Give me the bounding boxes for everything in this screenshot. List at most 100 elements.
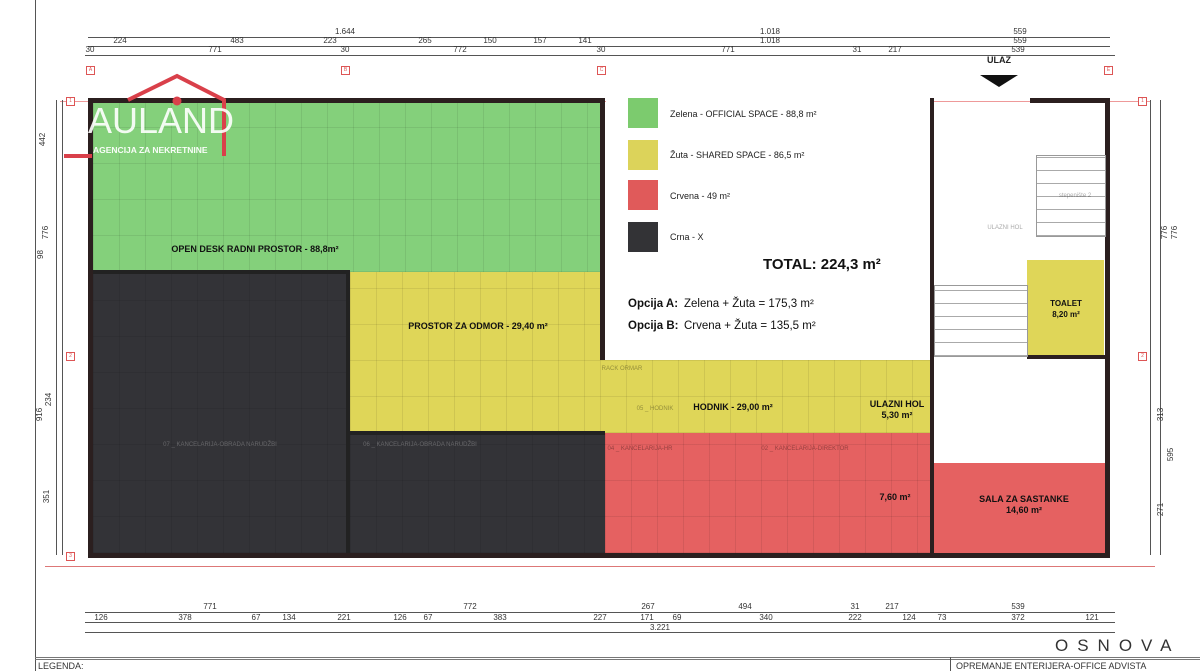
zone-yellow-toalet [1027,260,1104,355]
room-label-hodnik: HODNIK - 29,00 m² [693,402,773,412]
dimension-label: 772 [463,602,477,611]
dimension-label: 124 [902,613,916,622]
room-label-760: 7,60 m² [879,492,911,502]
dimension-label: 771 [203,602,217,611]
staircase [1036,155,1106,237]
option-name: Opcija A: [628,298,679,310]
dimension-label: 539 [1011,602,1025,611]
grid-marker: 2 [66,352,75,361]
room-label-faint: 05 _ HODNIK [636,406,674,412]
project-title: OPREMANJE ENTERIJERA-OFFICE ADVISTA [956,661,1147,671]
dimension-label: 30 [340,45,350,54]
interior-wall [930,98,934,558]
legend-label: Zelena - OFFICIAL SPACE - 88,8 m² [670,109,817,119]
dimension-label: 559 [1013,27,1027,36]
room-label-open-desk: OPEN DESK RADNI PROSTOR - 88,8m² [171,244,339,254]
dimension-label: 271 [1156,502,1166,517]
dimension-label: 378 [178,613,192,622]
room-name: ULAZNI HOL [869,399,925,409]
zone-black-offices [93,272,350,553]
entrance-arrow-icon [980,75,1018,87]
dimension-label: 383 [493,613,507,622]
legend-option-a: Opcija A: Zelena + Žuta = 175,3 m² [628,298,814,310]
exterior-wall [88,98,93,558]
dimension-label: 223 [323,36,337,45]
dimension-label: 227 [593,613,607,622]
room-label-faint: 06 _ KANCELARIJA-OBRADA NARUDŽBI [363,442,477,448]
dimension-label: 539 [1011,45,1025,54]
room-label-odmor: PROSTOR ZA ODMOR - 29,40 m² [408,321,548,331]
option-formula: Zelena + Žuta = 175,3 m² [684,298,814,310]
legend-total: TOTAL: 224,3 m² [763,256,881,273]
grid-marker: C [597,66,606,75]
dimension-label: 3.221 [649,623,671,632]
red-guide-line [45,566,1155,567]
legend-label: Crna - X [670,232,704,242]
room-name: SALA ZA SASTANKE [979,494,1069,504]
dimension-line [1150,100,1151,555]
interior-wall [600,98,605,360]
room-label-faint: 02 _ KANCELARIJA-DIREKTOR [761,446,849,452]
dimension-label: 126 [94,613,108,622]
room-name: TOALET [1050,299,1082,308]
grid-marker: E [1104,66,1113,75]
option-name: Opcija B: [628,320,679,332]
staircase [934,285,1028,357]
dimension-line [85,612,1115,613]
zone-green-open-desk [93,103,600,272]
room-label-faint: RACK ORMAR [601,366,643,372]
legend-swatch-green [628,98,658,128]
exterior-wall [1030,98,1110,103]
dimension-label: 98 [35,250,45,259]
legend-swatch-black [628,222,658,252]
dimension-label: 69 [672,613,682,622]
dimension-label: 595 [1166,447,1176,462]
zone-yellow-hodnik [600,360,930,433]
room-area: 8,20 m² [1052,310,1080,319]
grid-marker: 1 [66,97,75,106]
dimension-label: 267 [641,602,655,611]
entrance-label: ULAZ [987,55,1011,65]
legend-swatch-yellow [628,140,658,170]
room-label-faint: stepenište 2 [1058,193,1092,199]
dimension-label: 776 [41,225,51,240]
interior-wall [350,431,605,435]
legend-label: Žuta - SHARED SPACE - 86,5 m² [670,150,805,160]
dimension-label: 559 [1013,36,1027,45]
room-label-toalet: TOALET 8,20 m² [1050,298,1082,320]
sheet-divider [35,657,1200,658]
logo-tagline: AGENCIJA ZA NEKRETNINE [93,145,208,155]
plan-title: OSNOVA [1055,636,1181,655]
zone-red-sala [934,463,1105,553]
dimension-label: 221 [337,613,351,622]
grid-marker: B [341,66,350,75]
legend-swatch-red [628,180,658,210]
exterior-wall [88,98,605,103]
dimension-label: 217 [885,602,899,611]
room-area: 5,30 m² [881,410,913,420]
dimension-label: 313 [1156,407,1166,422]
dimension-line [1160,100,1161,555]
title-block-divider [950,657,951,671]
room-label-sala: SALA ZA SASTANKE 14,60 m² [979,494,1069,516]
sheet-divider [35,659,1200,660]
dimension-label: 1.644 [334,27,356,36]
legend-heading: LEGENDA: [38,661,84,671]
logo-house-icon [64,73,226,158]
dimension-label: 31 [850,602,860,611]
dimension-label: 442 [38,132,48,147]
interior-wall [1027,355,1110,359]
dimension-label: 30 [596,45,606,54]
legend-label: Crvena - 49 m² [670,191,731,201]
dimension-label: 31 [852,45,862,54]
option-formula: Crvena + Žuta = 135,5 m² [684,320,816,332]
dimension-label: 157 [533,36,547,45]
interior-wall [346,272,350,553]
zone-black-office-06 [350,433,605,553]
room-label-faint: 07 _ KANCELARIJA-OBRADA NARUDŽBI [163,442,277,448]
grid-marker: 2 [1138,352,1147,361]
dimension-label: 126 [393,613,407,622]
zone-yellow-odmor [350,272,600,433]
dimension-label: 771 [721,45,735,54]
dimension-label: 340 [759,613,773,622]
